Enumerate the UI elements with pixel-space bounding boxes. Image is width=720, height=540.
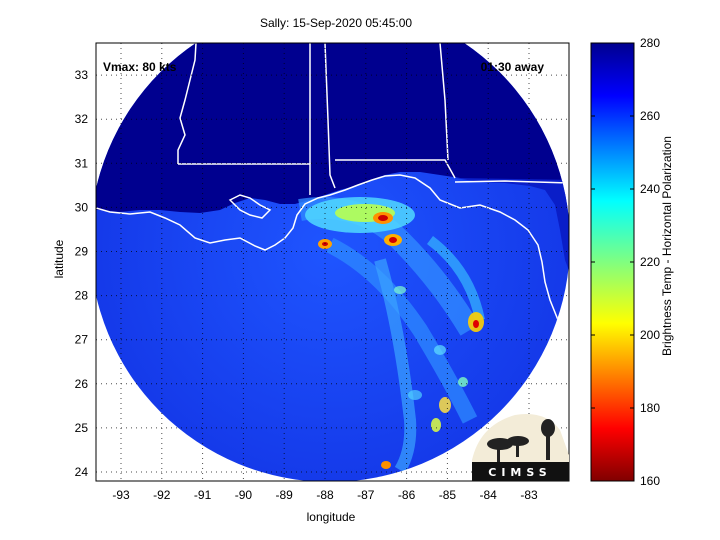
colorbar <box>590 42 635 482</box>
cimss-logo: CIMSS <box>472 414 569 481</box>
y-tick-label: 31 <box>75 156 89 170</box>
y-tick-label: 25 <box>75 421 89 435</box>
colorbar-tick-label: 260 <box>640 109 660 123</box>
x-tick-label: -88 <box>316 488 334 502</box>
time-away-annotation: 01:30 away <box>481 60 545 74</box>
grid-lines <box>96 43 569 481</box>
colorbar-tick-label: 160 <box>640 474 660 488</box>
y-tick-label: 29 <box>75 245 89 259</box>
x-tick-label: -86 <box>398 488 416 502</box>
colorbar-label: Brightness Temp - Horizontal Polarizatio… <box>660 136 674 356</box>
colorbar-tick-label: 200 <box>640 328 660 342</box>
y-tick-labels: 24 25 26 27 28 29 30 31 32 33 <box>75 68 89 479</box>
x-tick-label: -91 <box>194 488 212 502</box>
colorbar-tick-labels: 160 180 200 220 240 260 280 <box>591 36 660 488</box>
chart-title: Sally: 15-Sep-2020 05:45:00 <box>260 16 412 30</box>
x-tick-label: -85 <box>439 488 457 502</box>
microwave-swath <box>96 43 569 481</box>
colorbar-tick-label: 220 <box>640 255 660 269</box>
x-tick-label: -93 <box>112 488 130 502</box>
x-tick-label: -92 <box>153 488 171 502</box>
x-tick-label: -90 <box>235 488 253 502</box>
y-tick-label: 33 <box>75 68 89 82</box>
y-tick-label: 24 <box>75 465 89 479</box>
y-tick-label: 27 <box>75 333 89 347</box>
colorbar-tick-label: 240 <box>640 182 660 196</box>
colorbar-tick-label: 280 <box>640 36 660 50</box>
cimss-logo-text: CIMSS <box>488 466 551 479</box>
x-tick-label: -83 <box>520 488 538 502</box>
colorbar-tick-label: 180 <box>640 401 660 415</box>
y-tick-label: 30 <box>75 200 89 214</box>
x-tick-label: -84 <box>480 488 498 502</box>
x-tick-label: -87 <box>357 488 375 502</box>
y-tick-label: 32 <box>75 112 89 126</box>
x-tick-label: -89 <box>276 488 294 502</box>
y-axis-label: latitude <box>52 239 66 278</box>
x-axis-label: longitude <box>307 510 356 524</box>
x-tick-labels: -93 -92 -91 -90 -89 -88 -87 -86 -85 -84 -83 <box>112 488 538 502</box>
y-tick-label: 26 <box>75 377 89 391</box>
y-tick-label: 28 <box>75 289 89 303</box>
vmax-annotation: Vmax: 80 kts <box>103 60 177 74</box>
axes-frame <box>95 42 570 482</box>
